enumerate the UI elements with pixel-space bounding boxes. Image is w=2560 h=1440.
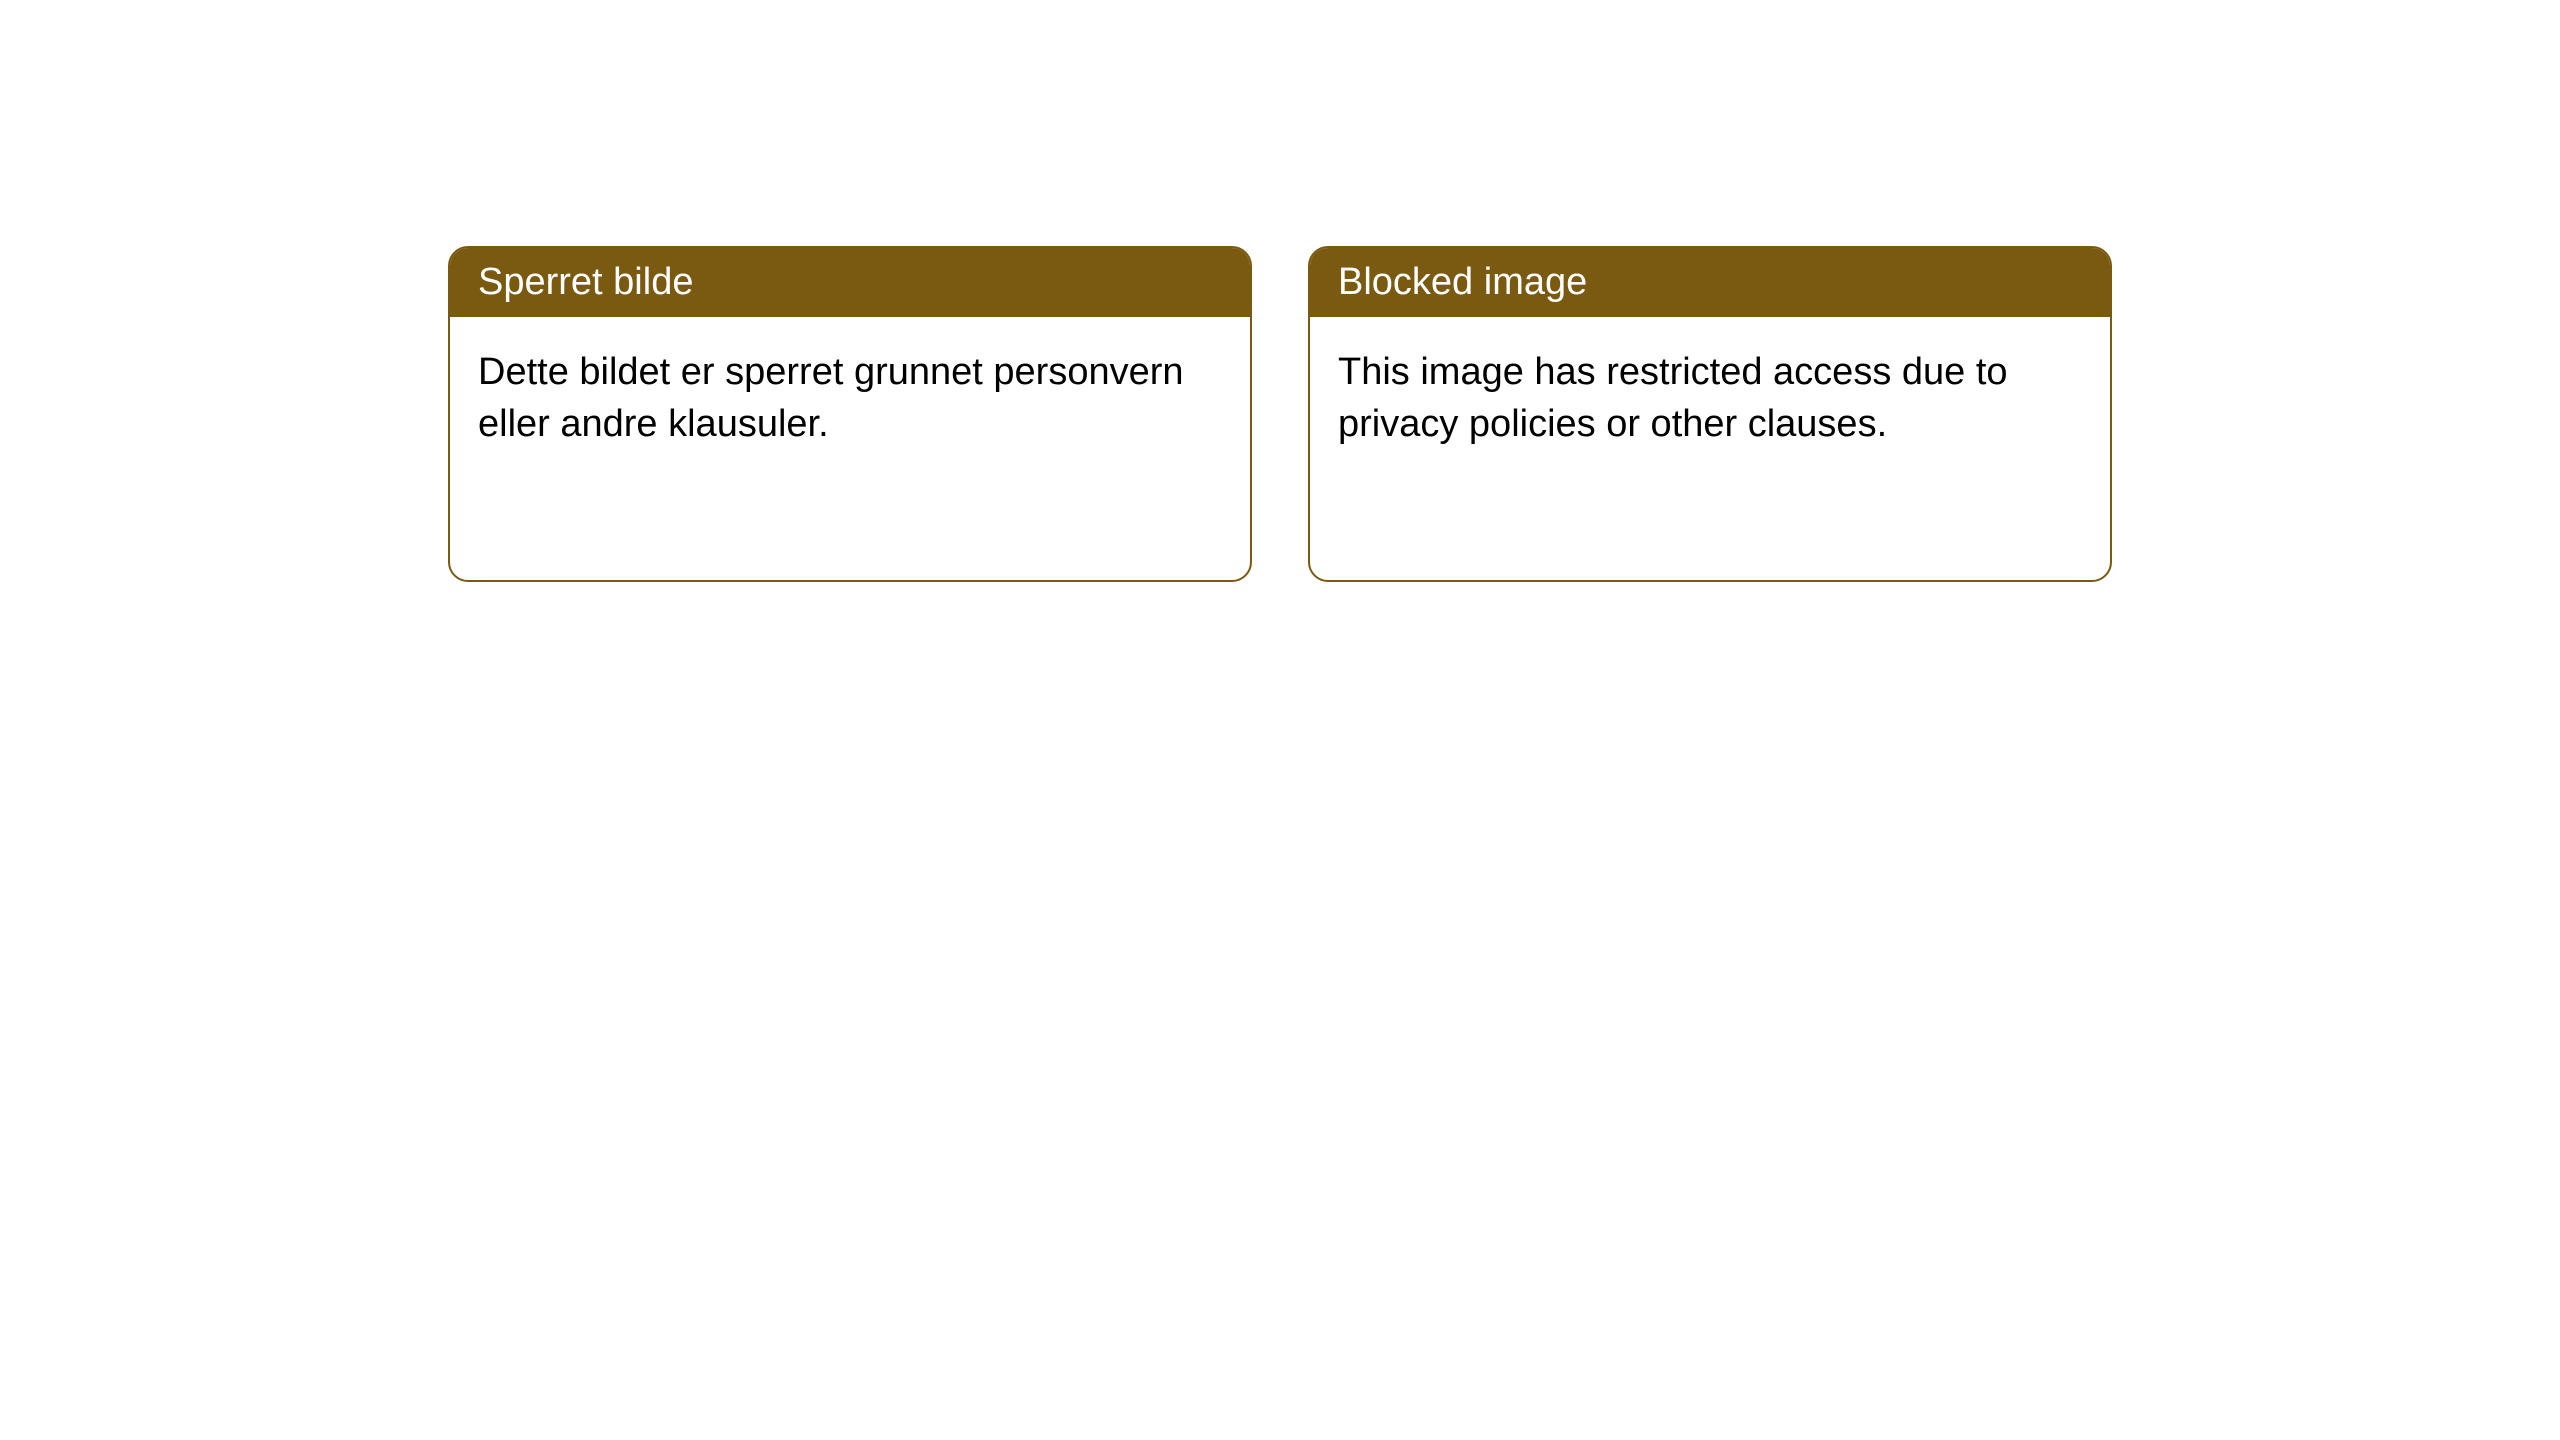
card-body-text: Dette bildet er sperret grunnet personve… xyxy=(478,351,1184,444)
card-title: Blocked image xyxy=(1338,261,1587,303)
blocked-image-card-no: Sperret bilde Dette bildet er sperret gr… xyxy=(448,246,1252,582)
card-body: This image has restricted access due to … xyxy=(1310,317,2110,480)
card-header: Sperret bilde xyxy=(450,248,1250,317)
card-header: Blocked image xyxy=(1310,248,2110,317)
card-title: Sperret bilde xyxy=(478,261,693,303)
card-body-text: This image has restricted access due to … xyxy=(1338,351,2008,444)
card-body: Dette bildet er sperret grunnet personve… xyxy=(450,317,1250,480)
card-container: Sperret bilde Dette bildet er sperret gr… xyxy=(0,0,2560,582)
blocked-image-card-en: Blocked image This image has restricted … xyxy=(1308,246,2112,582)
